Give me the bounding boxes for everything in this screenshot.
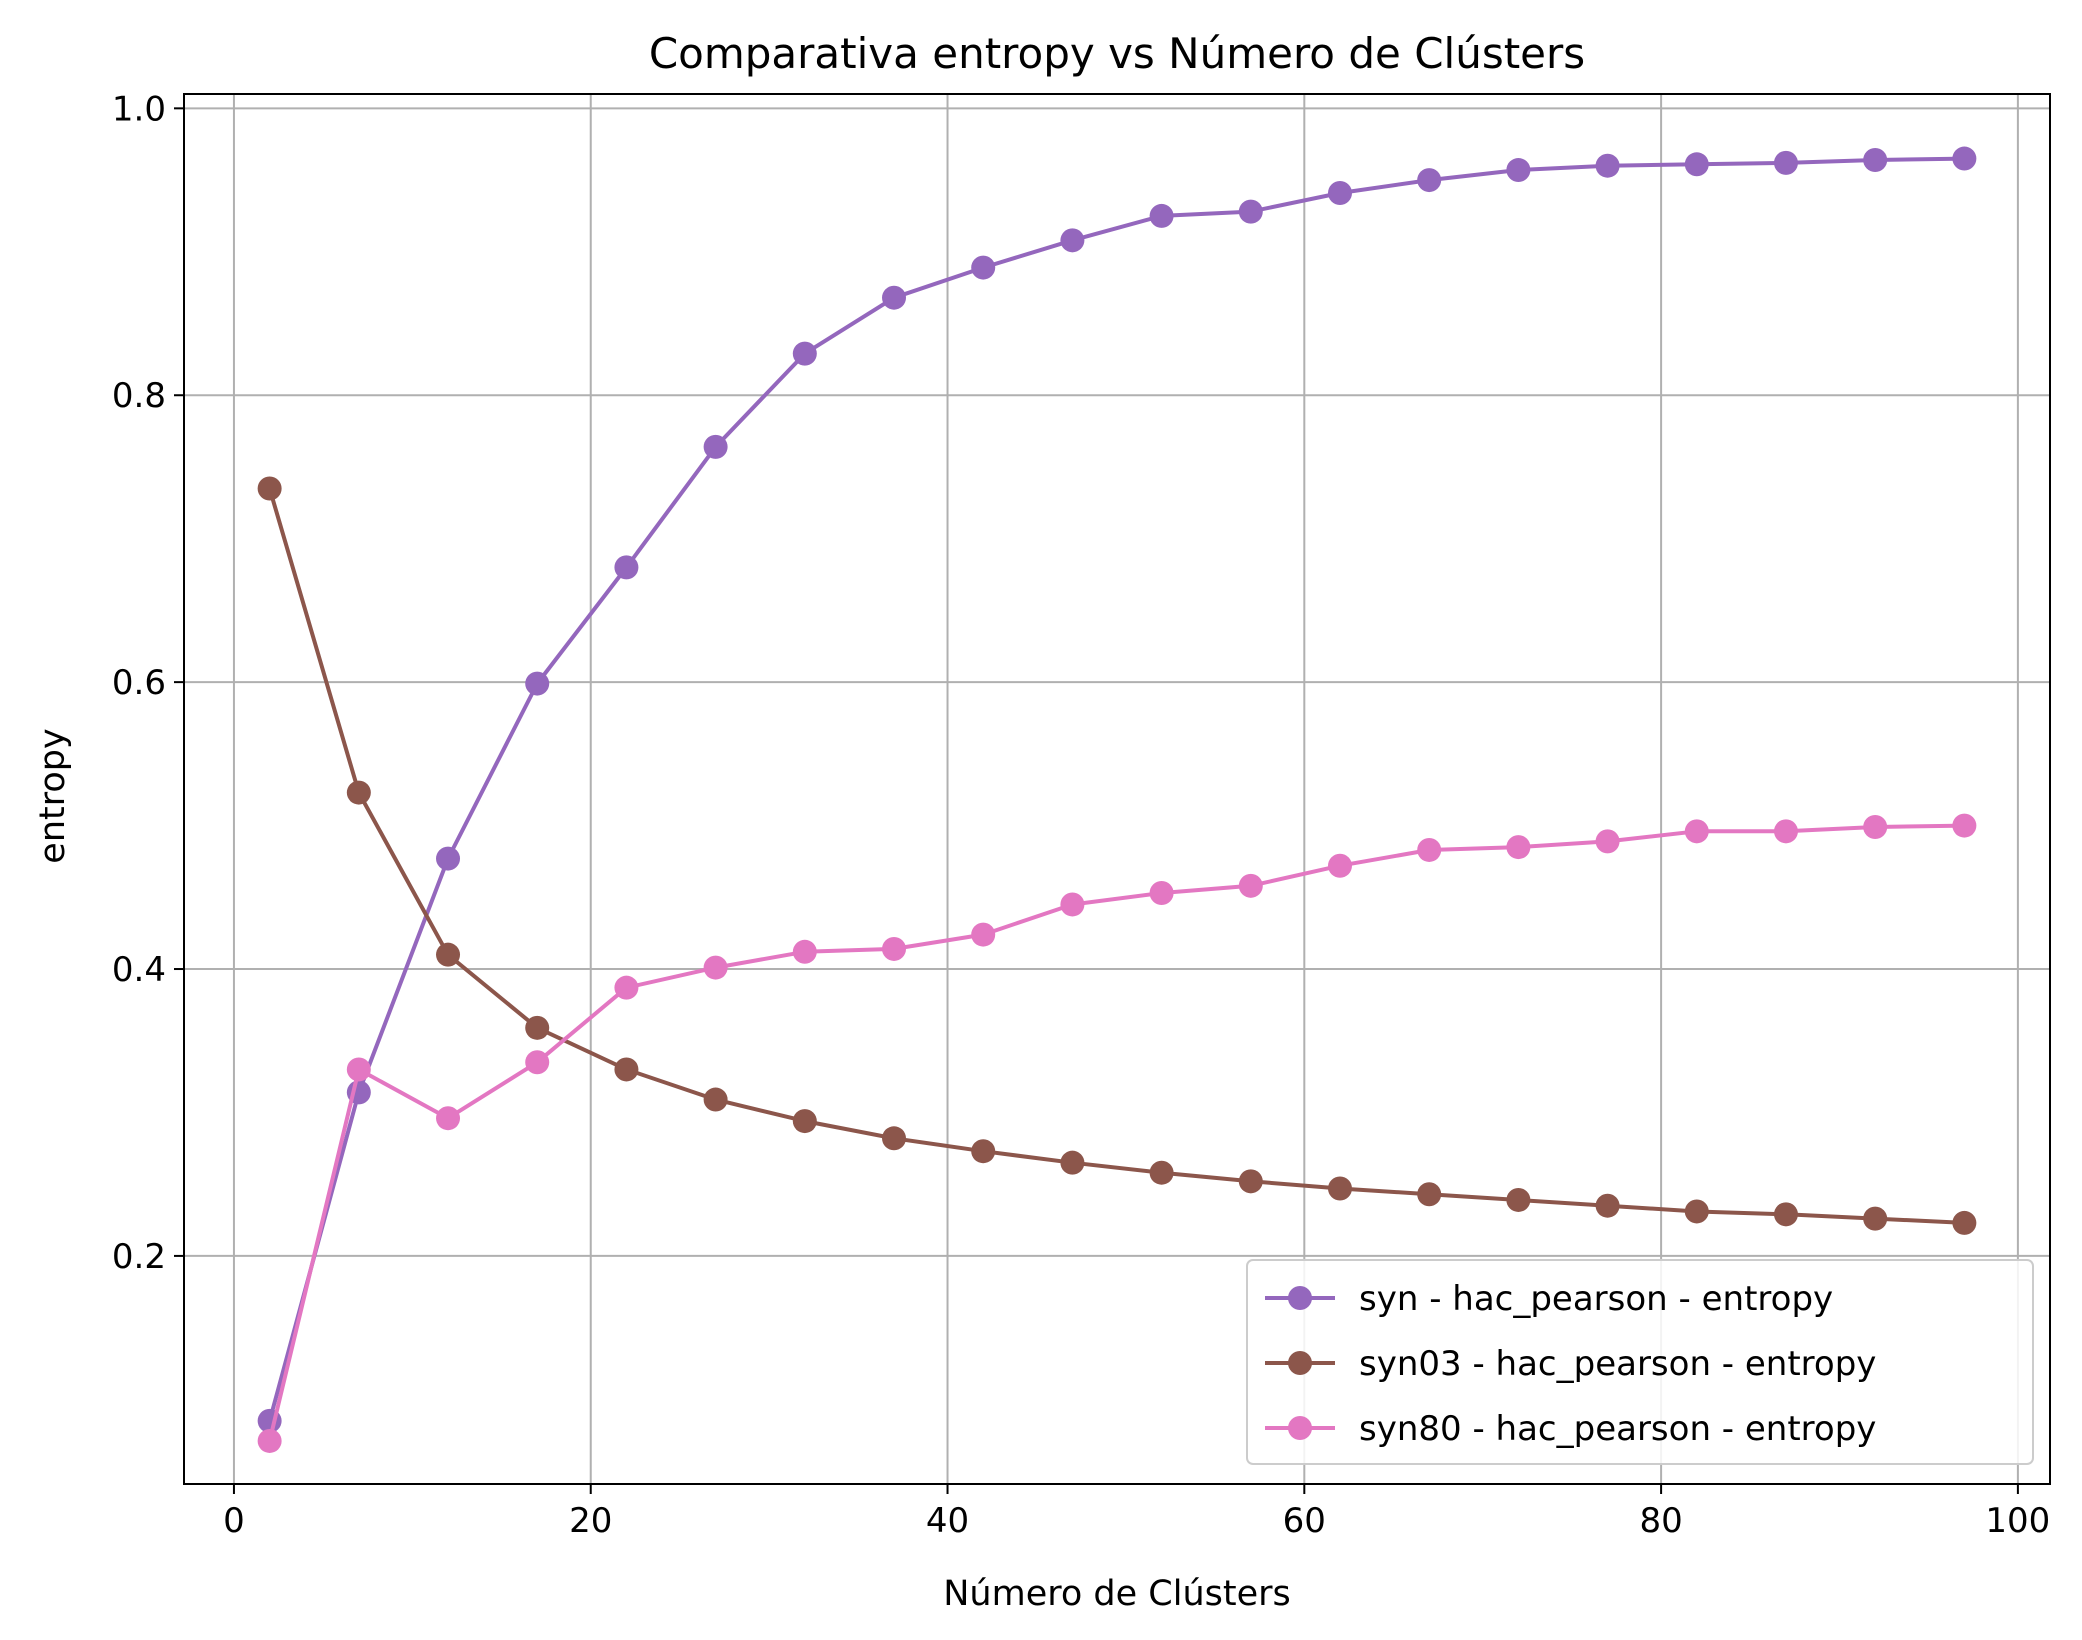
- data-point: [703, 955, 728, 980]
- data-point: [1060, 228, 1085, 253]
- data-point: [1327, 180, 1352, 205]
- data-point: [703, 1087, 728, 1112]
- legend-marker: [1288, 1286, 1312, 1310]
- legend-marker: [1288, 1351, 1312, 1375]
- data-point: [971, 922, 996, 947]
- y-tick-label: 0.4: [112, 950, 166, 990]
- x-tick-label: 100: [1985, 1501, 2050, 1541]
- data-point: [1238, 1169, 1263, 1194]
- series-line: [267, 823, 1965, 1442]
- data-point: [1060, 892, 1085, 917]
- data-point: [525, 1015, 550, 1040]
- data-point: [436, 1106, 461, 1131]
- data-point: [614, 1057, 639, 1082]
- series-1: [257, 146, 1977, 1433]
- data-point: [1863, 147, 1888, 172]
- data-point: [1595, 153, 1620, 178]
- series-line: [267, 156, 1965, 1422]
- legend-box: [1246, 1259, 2034, 1465]
- data-point: [1952, 146, 1977, 171]
- data-point: [257, 476, 282, 501]
- data-point: [1773, 1202, 1798, 1227]
- data-point: [792, 1109, 817, 1134]
- data-point: [1506, 835, 1531, 860]
- data-point: [882, 285, 907, 310]
- legend-label: syn - hac_pearson - entropy: [1359, 1279, 1833, 1319]
- legend-item: syn - hac_pearson - entropy: [1265, 1279, 1833, 1319]
- x-tick-label: 40: [926, 1501, 969, 1541]
- data-point: [1238, 199, 1263, 224]
- data-point: [1684, 1199, 1709, 1224]
- legend-item: syn03 - hac_pearson - entropy: [1265, 1344, 1876, 1384]
- data-point: [1863, 815, 1888, 840]
- data-point: [1060, 1150, 1085, 1175]
- y-tick-label: 0.6: [112, 663, 166, 703]
- data-point: [1773, 819, 1798, 844]
- data-point: [1684, 819, 1709, 844]
- legend-marker: [1288, 1416, 1312, 1440]
- data-point: [882, 1126, 907, 1151]
- data-point: [1149, 880, 1174, 905]
- data-point: [792, 341, 817, 366]
- x-axis-label: Número de Clústers: [943, 1574, 1291, 1614]
- data-point: [1595, 1193, 1620, 1218]
- data-point: [1238, 873, 1263, 898]
- data-point: [346, 780, 371, 805]
- data-point: [971, 1139, 996, 1164]
- data-point: [1684, 152, 1709, 177]
- data-point: [1417, 168, 1442, 193]
- data-point: [792, 939, 817, 964]
- x-tick-label: 0: [223, 1501, 245, 1541]
- data-point: [1863, 1206, 1888, 1231]
- data-point: [1417, 1182, 1442, 1207]
- legend: syn - hac_pearson - entropy syn03 - hac_p…: [1246, 1259, 2034, 1465]
- data-point: [971, 255, 996, 280]
- data-point: [703, 434, 728, 459]
- data-point: [1952, 813, 1977, 838]
- x-tick-label: 20: [569, 1501, 612, 1541]
- data-point: [436, 942, 461, 967]
- y-tick-label: 0.8: [112, 376, 166, 416]
- data-point: [1327, 1176, 1352, 1201]
- data-point: [1952, 1210, 1977, 1235]
- y-tick-label: 1.0: [112, 89, 166, 129]
- data-point: [1327, 853, 1352, 878]
- data-point: [1506, 1187, 1531, 1212]
- legend-item: syn80 - hac_pearson - entropy: [1265, 1409, 1876, 1449]
- legend-label: syn03 - hac_pearson - entropy: [1359, 1344, 1876, 1384]
- data-point: [1773, 150, 1798, 175]
- data-point: [1149, 1160, 1174, 1185]
- data-point: [882, 936, 907, 961]
- x-tick-label: 80: [1639, 1501, 1682, 1541]
- plot-frame: [183, 93, 2051, 1485]
- data-point: [257, 1428, 282, 1453]
- data-point: [614, 555, 639, 580]
- legend-label: syn80 - hac_pearson - entropy: [1359, 1409, 1876, 1449]
- grid: [184, 94, 2050, 1484]
- ticks: 0 20 40 60 80 100 0.2 0.4 0.6 0.8 1.0: [112, 89, 2050, 1541]
- series-layer: [257, 146, 1977, 1453]
- data-point: [1417, 837, 1442, 862]
- data-point: [1506, 158, 1531, 183]
- series-line: [267, 487, 1965, 1225]
- data-point: [525, 1050, 550, 1075]
- y-axis-label: entropy: [33, 728, 73, 863]
- data-point: [346, 1057, 371, 1082]
- chart-title: Comparativa entropy vs Número de Clúster…: [649, 29, 1585, 78]
- data-point: [525, 671, 550, 696]
- y-tick-label: 0.2: [112, 1237, 166, 1277]
- series-2: [257, 476, 1977, 1235]
- data-point: [614, 975, 639, 1000]
- data-point: [1595, 829, 1620, 854]
- data-point: [1149, 203, 1174, 228]
- data-point: [436, 846, 461, 871]
- x-tick-label: 60: [1283, 1501, 1326, 1541]
- series-3: [257, 813, 1977, 1453]
